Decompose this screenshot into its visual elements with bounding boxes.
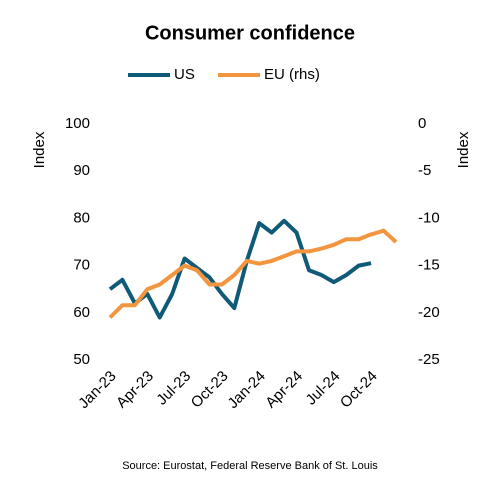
line-series [108, 218, 372, 320]
y2-tick-label: -5 [418, 162, 431, 179]
source: Source: Eurostat, Federal Reserve Bank o… [122, 460, 378, 472]
y2-tick-label: -20 [418, 304, 440, 321]
x-tick-label: Apr-23 [113, 368, 157, 412]
chart-title: Consumer confidence [145, 22, 355, 44]
line-series [108, 228, 398, 319]
y-tick-label: 70 [73, 257, 90, 274]
x-tick-label: Jul-24 [303, 368, 344, 409]
y2-tick-label: -15 [418, 257, 440, 274]
x-tick-label: Jul-23 [153, 368, 194, 409]
y2-tick-label: -10 [418, 209, 440, 226]
y2-tick-label: 0 [418, 115, 426, 132]
x-tick-label: Apr-24 [262, 368, 306, 412]
y-tick-label: 90 [73, 162, 90, 179]
x-tick-label: Oct-24 [337, 368, 381, 412]
x-tick-label: Jan-23 [75, 368, 119, 412]
legend-label: EU (rhs) [264, 66, 320, 83]
y-axis-title: Index [31, 131, 48, 168]
y-tick-label: 60 [73, 304, 90, 321]
y-tick-label: 80 [73, 209, 90, 226]
x-tick-label: Jan-24 [224, 368, 268, 412]
y-tick-label: 100 [65, 115, 90, 132]
y2-axis-title: Index [455, 131, 472, 168]
x-tick-label: Oct-23 [188, 368, 232, 412]
y-tick-label: 50 [73, 351, 90, 368]
legend-label: US [174, 66, 195, 83]
y2-tick-label: -25 [418, 351, 440, 368]
